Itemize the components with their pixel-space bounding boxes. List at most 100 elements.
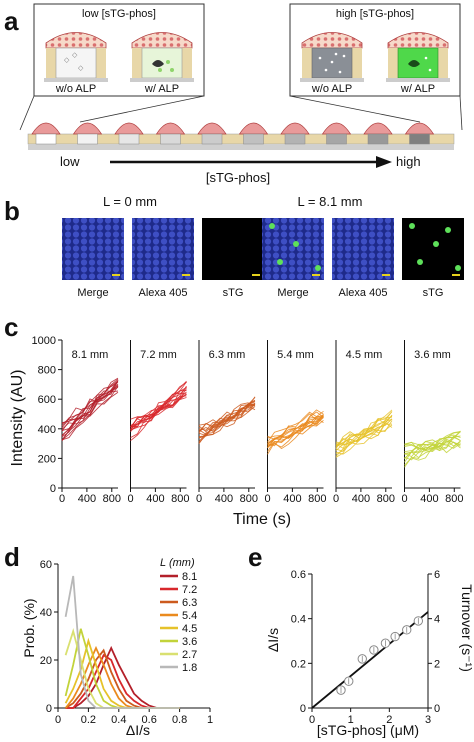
- gradient-well: [409, 133, 430, 145]
- svg-text:◇: ◇: [72, 51, 78, 59]
- panel-d-legend: 8.17.26.35.44.53.62.71.8: [160, 571, 197, 674]
- y-tick-label: 0: [46, 703, 52, 715]
- trace-line: [404, 440, 461, 461]
- low-caption-without-alp: w/o ALP: [55, 83, 96, 95]
- trace-line: [61, 383, 119, 424]
- y-tick-label: 40: [40, 607, 52, 619]
- x-tick-label: 0.6: [142, 714, 157, 726]
- legend-label: 5.4: [182, 610, 197, 622]
- panel-d: d Prob. (%) ΔI/s 0 20 40 60 0 0.2 0.4 0.6 0.8 1 L…: [4, 542, 213, 738]
- trace-line: [267, 410, 324, 440]
- subplot-4.5mm: 4.5 mm 0 400 800: [333, 340, 395, 505]
- micropillar-dome: [363, 122, 393, 135]
- x-tick-label: 0.8: [172, 714, 187, 726]
- image-stg-l81: [402, 218, 464, 280]
- legend-label: 3.6: [182, 636, 197, 648]
- trace-line: [130, 390, 187, 431]
- panel-d-series: [64, 575, 180, 709]
- trace-line: [267, 415, 324, 443]
- panel-e: e ΔI/s Turnover (s⁻¹) [sTG-phos] (μM) 00…: [248, 542, 474, 738]
- micropillar-dome: [197, 122, 227, 135]
- legend-label: 7.2: [182, 584, 197, 596]
- legend-label: 6.3: [182, 597, 197, 609]
- gradient-well: [367, 133, 389, 145]
- y-tick-right-label: 4: [434, 614, 440, 626]
- x-tick-label: 400: [283, 493, 301, 505]
- x-tick-label: 400: [78, 493, 96, 505]
- panel-c-xlabel: Time (s): [233, 511, 291, 528]
- trace-line: [130, 381, 187, 428]
- x-tick-label: 0.4: [111, 714, 126, 726]
- trace-line: [404, 439, 461, 466]
- trace-line: [61, 391, 119, 441]
- well-low-without-alp: ◇ ◇ ◇: [44, 32, 108, 82]
- subplot-title: 7.2 mm: [140, 349, 177, 361]
- subplot-title: 6.3 mm: [209, 349, 246, 361]
- panel-a-label: a: [4, 6, 19, 36]
- gradient-well: [77, 133, 98, 145]
- subplot-title: 3.6 mm: [414, 349, 451, 361]
- panel-b-caption: Alexa 405: [339, 287, 388, 299]
- trace-line: [335, 420, 393, 458]
- svg-text:◇: ◇: [64, 56, 70, 64]
- trace-line: [404, 430, 461, 454]
- micropillar-dome: [238, 122, 269, 135]
- panel-b-caption: Merge: [277, 287, 308, 299]
- image-alexa-l81: [332, 218, 394, 280]
- high-inset-title: high [sTG-phos]: [336, 8, 414, 20]
- device-base: [28, 144, 454, 150]
- trace-line: [335, 415, 393, 455]
- trace-line: [404, 443, 461, 450]
- panel-c-label: c: [4, 312, 18, 342]
- y-tick-label: 400: [38, 424, 56, 436]
- trace-line: [61, 390, 119, 432]
- trace-line: [335, 411, 393, 448]
- gradient-well: [243, 133, 264, 145]
- well-high-with-alp: [386, 32, 450, 82]
- x-tick-label: 400: [420, 493, 438, 505]
- panel-a: a low [sTG-phos] ◇ ◇ ◇ w/o ALP: [4, 3, 463, 185]
- panel-d-xlabel: ΔI/s: [126, 722, 150, 738]
- panel-e-plot: [311, 611, 429, 709]
- x-tick-label: 400: [215, 493, 233, 505]
- trace-line: [130, 385, 187, 430]
- image-alexa-l0: [132, 218, 194, 280]
- panel-c: c Intensity (AU) Time (s) 0 200 400 600 800 1…: [4, 312, 463, 528]
- gradient-well: [284, 133, 306, 145]
- gradient-well: [160, 133, 181, 145]
- subplot-title: 4.5 mm: [346, 349, 383, 361]
- subplot-7.2mm: 7.2 mm 0 400 800: [127, 340, 189, 505]
- low-inset-title: low [sTG-phos]: [82, 8, 156, 20]
- scale-bar: [452, 274, 460, 276]
- y-tick-label: 0.6: [291, 569, 306, 581]
- panel-b-caption: sTG: [423, 287, 444, 299]
- y-tick-label: 20: [40, 655, 52, 667]
- panel-c-y-axis: 0 200 400 600 800 1000: [32, 335, 63, 495]
- x-tick-label: 800: [445, 493, 463, 505]
- trace-line: [130, 387, 187, 442]
- gradient-well: [35, 133, 57, 145]
- micropillar-dome: [155, 122, 186, 135]
- scale-bar: [382, 274, 390, 276]
- y-tick-right-label: 0: [434, 703, 440, 715]
- trace-line: [198, 403, 256, 437]
- micropillar-dome: [321, 122, 352, 135]
- panel-d-label: d: [4, 542, 20, 572]
- gradient-well: [326, 133, 347, 145]
- panel-e-ylabel: ΔI/s: [265, 628, 281, 652]
- y-tick-label: 0: [300, 703, 306, 715]
- trace-line: [267, 413, 324, 448]
- micropillar-dome: [31, 122, 61, 135]
- fit-line: [311, 611, 429, 709]
- x-tick-label: 0: [196, 493, 202, 505]
- x-tick-label: 0: [55, 714, 61, 726]
- trace-line: [61, 380, 119, 441]
- scale-bar: [312, 274, 320, 276]
- trace-line: [130, 391, 187, 426]
- panel-b-caption: Alexa 405: [139, 287, 188, 299]
- panel-b: b L = 0 mm L = 8.1 mm Merge Alexa 405 sTG M…: [4, 194, 464, 299]
- series-line-1.8: [64, 575, 180, 709]
- scale-bar: [112, 274, 120, 276]
- gradient-well: [118, 133, 140, 145]
